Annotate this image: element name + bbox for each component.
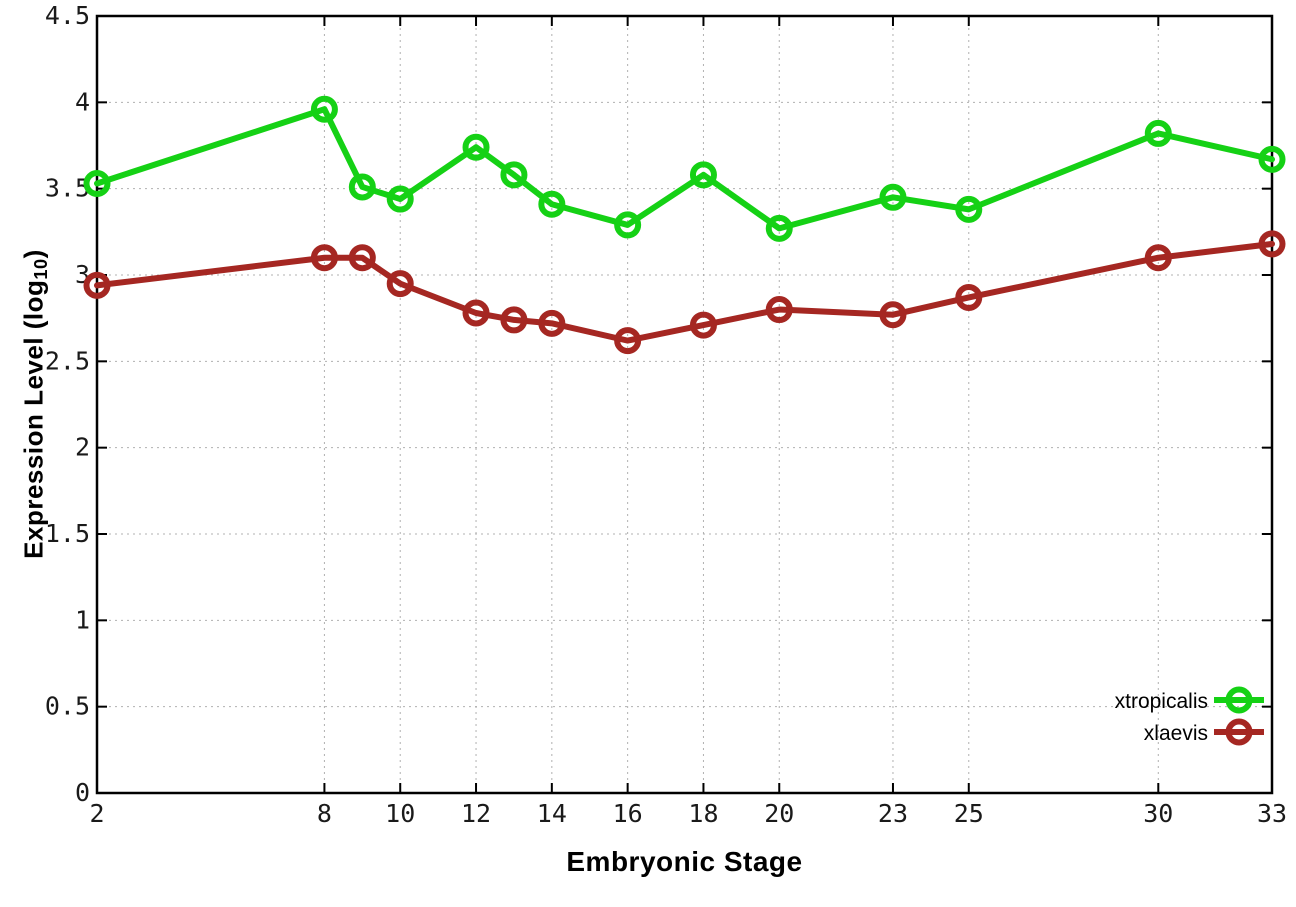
data-point-xlaevis bbox=[1258, 230, 1286, 258]
y-axis-title-sub: 10 bbox=[31, 258, 52, 280]
x-axis-title: Embryonic Stage bbox=[566, 846, 803, 877]
y-tick-label: 4 bbox=[75, 87, 90, 116]
data-point-xtropicalis bbox=[462, 133, 490, 161]
series-line-xtropicalis bbox=[94, 106, 1275, 232]
y-tick-label: 3.5 bbox=[45, 174, 90, 203]
y-axis-title-post: ) bbox=[18, 249, 49, 259]
data-point-xlaevis bbox=[386, 270, 414, 298]
x-tick-label: 16 bbox=[613, 799, 643, 828]
data-point-xtropicalis bbox=[1144, 119, 1172, 147]
data-point-xlaevis bbox=[689, 311, 717, 339]
x-tick-label: 10 bbox=[385, 799, 415, 828]
data-point-xlaevis bbox=[765, 296, 793, 324]
data-point-xtropicalis bbox=[500, 161, 528, 189]
legend-label-xlaevis: xlaevis bbox=[1144, 722, 1208, 745]
y-axis-title-pre: Expression Level (log bbox=[18, 279, 49, 559]
data-point-xlaevis bbox=[83, 271, 111, 299]
legend-sample-marker-xlaevis bbox=[1225, 718, 1253, 746]
y-tick-label: 0.5 bbox=[45, 692, 90, 721]
data-point-xtropicalis bbox=[386, 185, 414, 213]
legend-label-xtropicalis: xtropicalis bbox=[1115, 690, 1208, 713]
y-tick-label: 2 bbox=[75, 433, 90, 462]
series-line-xlaevis bbox=[94, 240, 1275, 344]
data-point-xlaevis bbox=[879, 301, 907, 329]
x-tick-label: 25 bbox=[954, 799, 984, 828]
data-point-xtropicalis bbox=[765, 214, 793, 242]
y-tick-label: 0 bbox=[75, 778, 90, 807]
y-tick-label: 1 bbox=[75, 605, 90, 634]
data-point-xlaevis bbox=[955, 283, 983, 311]
data-point-xtropicalis bbox=[83, 169, 111, 197]
data-point-xlaevis bbox=[538, 309, 566, 337]
data-point-xtropicalis bbox=[689, 161, 717, 189]
y-tick-label: 1.5 bbox=[45, 519, 90, 548]
x-tick-label: 20 bbox=[764, 799, 794, 828]
data-point-xtropicalis bbox=[348, 173, 376, 201]
plot-border bbox=[95, 14, 1274, 795]
x-tick-label: 18 bbox=[688, 799, 718, 828]
data-point-xlaevis bbox=[462, 299, 490, 327]
data-point-xtropicalis bbox=[879, 183, 907, 211]
y-axis-title: Expression Level (log10) bbox=[16, 16, 52, 793]
y-tick-label: 4.5 bbox=[45, 1, 90, 30]
x-tick-label: 12 bbox=[461, 799, 491, 828]
data-point-xlaevis bbox=[310, 244, 338, 272]
legend-sample-marker-xtropicalis bbox=[1225, 686, 1253, 714]
data-point-xlaevis bbox=[348, 244, 376, 272]
data-point-xlaevis bbox=[614, 327, 642, 355]
x-tick-label: 23 bbox=[878, 799, 908, 828]
x-tick-label: 14 bbox=[537, 799, 567, 828]
data-point-xlaevis bbox=[500, 306, 528, 334]
x-tick-label: 2 bbox=[89, 799, 104, 828]
data-point-xtropicalis bbox=[955, 195, 983, 223]
x-tick-label: 30 bbox=[1143, 799, 1173, 828]
data-point-xtropicalis bbox=[310, 95, 338, 123]
data-point-xlaevis bbox=[1144, 244, 1172, 272]
x-tick-label: 8 bbox=[317, 799, 332, 828]
data-point-xtropicalis bbox=[538, 190, 566, 218]
y-tick-label: 2.5 bbox=[45, 346, 90, 375]
data-point-xtropicalis bbox=[1258, 145, 1286, 173]
data-point-xtropicalis bbox=[614, 211, 642, 239]
x-tick-label: 33 bbox=[1257, 799, 1287, 828]
